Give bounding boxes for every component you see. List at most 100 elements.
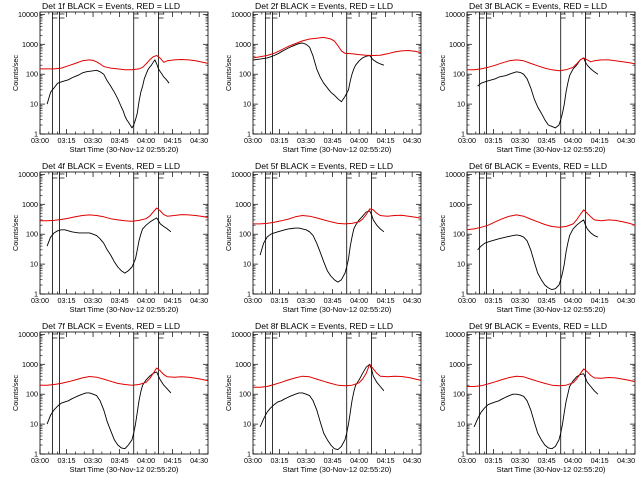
x-tick-label: 03:15 bbox=[485, 456, 503, 465]
x-tick-label: 03:00 bbox=[458, 136, 476, 145]
y-tick-label: 10000 bbox=[445, 10, 465, 19]
y-tick-label: 10000 bbox=[18, 10, 38, 19]
y-tick-label: 10000 bbox=[445, 330, 465, 339]
y-tick-label: 100 bbox=[239, 390, 251, 399]
x-tick-label: 03:45 bbox=[111, 456, 129, 465]
y-tick-label: 10 bbox=[243, 100, 251, 109]
x-tick-label: 03:30 bbox=[84, 296, 102, 305]
x-tick-label: 03:00 bbox=[244, 296, 262, 305]
x-tick-label: 04:15 bbox=[377, 456, 395, 465]
x-tick-label: 04:30 bbox=[190, 456, 208, 465]
x-tick-label: 03:45 bbox=[538, 296, 556, 305]
x-tick-label: 03:45 bbox=[538, 136, 556, 145]
panel-title: Det 9f BLACK = Events, RED = LLD bbox=[469, 321, 607, 331]
lld-series-line bbox=[253, 363, 422, 388]
x-tick-label: 04:15 bbox=[591, 456, 609, 465]
x-tick-label: 04:00 bbox=[137, 456, 155, 465]
y-tick-label: 100 bbox=[26, 70, 38, 79]
x-tick-label: 04:30 bbox=[190, 136, 208, 145]
panel-title: Det 4f BLACK = Events, RED = LLD bbox=[42, 161, 180, 171]
x-tick-label: 03:00 bbox=[31, 136, 49, 145]
x-tick-label: 03:15 bbox=[485, 296, 503, 305]
y-tick-label: 1 bbox=[34, 290, 38, 299]
y-tick-label: 10000 bbox=[231, 10, 251, 19]
x-tick-label: 04:30 bbox=[403, 136, 421, 145]
x-tick-label: 04:30 bbox=[617, 296, 635, 305]
y-tick-label: 1 bbox=[34, 130, 38, 139]
y-axis-label: Counts/sec bbox=[224, 215, 233, 251]
lld-series-line bbox=[467, 57, 636, 72]
x-tick-label: 03:45 bbox=[111, 296, 129, 305]
x-tick-label: 04:00 bbox=[564, 456, 582, 465]
plot-frame bbox=[252, 331, 422, 455]
x-tick-label: 04:00 bbox=[564, 136, 582, 145]
x-axis-label: Start Time (30-Nov-12 02:55:20) bbox=[283, 465, 392, 474]
y-tick-label: 100 bbox=[239, 70, 251, 79]
x-tick-label: 03:00 bbox=[31, 296, 49, 305]
detector-panel: Det 5f BLACK = Events, RED = LLD 1 10 100 10… bbox=[224, 161, 422, 314]
detector-panel: Det 7f BLACK = Events, RED = LLD 1 10 100 10… bbox=[11, 321, 209, 474]
x-tick-label: 03:00 bbox=[244, 456, 262, 465]
x-tick-label: 03:15 bbox=[58, 296, 76, 305]
x-tick-label: 03:15 bbox=[485, 136, 503, 145]
plot-frame bbox=[39, 331, 209, 455]
y-tick-label: 1000 bbox=[235, 40, 251, 49]
y-tick-label: 1 bbox=[247, 130, 251, 139]
x-tick-label: 03:00 bbox=[244, 136, 262, 145]
x-tick-label: 04:00 bbox=[137, 136, 155, 145]
events-series-line bbox=[259, 363, 385, 451]
y-tick-label: 100 bbox=[26, 230, 38, 239]
y-tick-label: 100 bbox=[239, 230, 251, 239]
x-axis-label: Start Time (30-Nov-12 02:55:20) bbox=[497, 145, 606, 154]
y-tick-label: 10 bbox=[243, 260, 251, 269]
x-axis-label: Start Time (30-Nov-12 02:55:20) bbox=[283, 305, 392, 314]
x-tick-label: 03:30 bbox=[511, 136, 529, 145]
x-tick-label: 04:15 bbox=[591, 136, 609, 145]
y-tick-label: 1 bbox=[461, 450, 465, 459]
x-tick-label: 03:15 bbox=[58, 456, 76, 465]
x-tick-label: 04:15 bbox=[164, 136, 182, 145]
x-tick-label: 04:30 bbox=[617, 136, 635, 145]
y-axis-label: Counts/sec bbox=[224, 375, 233, 411]
y-tick-label: 100 bbox=[453, 390, 465, 399]
y-tick-label: 10 bbox=[30, 260, 38, 269]
y-tick-label: 1000 bbox=[22, 360, 38, 369]
events-series-line bbox=[46, 59, 170, 129]
panel-title: Det 8f BLACK = Events, RED = LLD bbox=[255, 321, 393, 331]
lld-series-line bbox=[40, 207, 209, 222]
x-tick-label: 03:30 bbox=[297, 296, 315, 305]
x-axis-label: Start Time (30-Nov-12 02:55:20) bbox=[70, 305, 179, 314]
x-tick-label: 04:15 bbox=[164, 296, 182, 305]
plot-frame bbox=[466, 11, 636, 135]
x-tick-label: 03:15 bbox=[58, 136, 76, 145]
y-tick-label: 1 bbox=[461, 130, 465, 139]
x-tick-label: 03:30 bbox=[297, 136, 315, 145]
x-axis-label: Start Time (30-Nov-12 02:55:20) bbox=[497, 465, 606, 474]
panel-title: Det 5f BLACK = Events, RED = LLD bbox=[255, 161, 393, 171]
events-series-line bbox=[259, 210, 385, 283]
y-tick-label: 1 bbox=[247, 450, 251, 459]
detector-panel: Det 2f BLACK = Events, RED = LLD 1 10 100 10… bbox=[224, 1, 422, 154]
events-series-line bbox=[477, 57, 599, 129]
y-tick-label: 1000 bbox=[235, 200, 251, 209]
y-tick-label: 10 bbox=[457, 260, 465, 269]
plot-frame bbox=[39, 11, 209, 135]
x-tick-label: 03:45 bbox=[324, 456, 342, 465]
y-axis-label: Counts/sec bbox=[11, 55, 20, 91]
y-tick-label: 10000 bbox=[18, 330, 38, 339]
detector-panel: Det 3f BLACK = Events, RED = LLD 1 10 100 10… bbox=[438, 1, 636, 154]
x-tick-label: 03:45 bbox=[111, 136, 129, 145]
x-tick-label: 04:15 bbox=[377, 136, 395, 145]
x-tick-label: 03:30 bbox=[297, 456, 315, 465]
y-tick-label: 1000 bbox=[235, 360, 251, 369]
y-tick-label: 1 bbox=[34, 450, 38, 459]
lld-series-line bbox=[40, 367, 209, 386]
x-tick-label: 04:00 bbox=[564, 296, 582, 305]
events-series-line bbox=[252, 42, 385, 103]
y-axis-label: Counts/sec bbox=[438, 55, 447, 91]
y-tick-label: 10000 bbox=[445, 170, 465, 179]
y-axis-label: Counts/sec bbox=[11, 375, 20, 411]
plot-frame bbox=[252, 171, 422, 295]
plot-frame bbox=[466, 331, 636, 455]
plot-frame bbox=[466, 171, 636, 295]
